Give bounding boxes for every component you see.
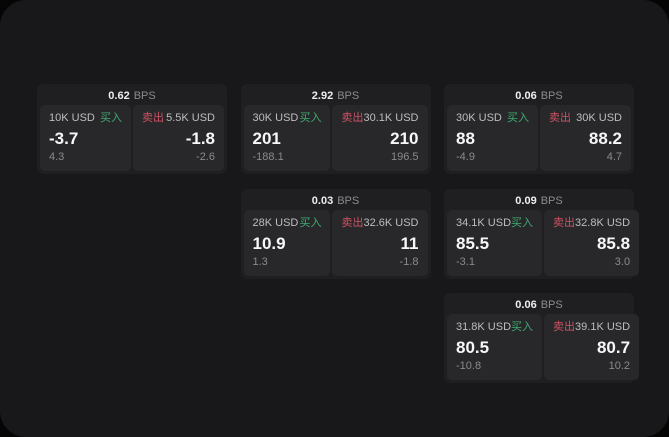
- buy-panel[interactable]: 28K USD 买入 10.9 1.3: [243, 209, 331, 276]
- quote-panels: 34.1K USD 买入 85.5 -3.1 卖出 32.8K USD 85.8…: [447, 209, 640, 276]
- buy-price: -3.7: [49, 129, 79, 148]
- sell-delta: 10.2: [608, 360, 631, 372]
- quote-card-2: 2.92 BPS 30K USD 买入 201 -188.1 卖出 30.1K …: [240, 84, 431, 174]
- sell-delta: -2.6: [196, 151, 215, 163]
- quote-panels: 28K USD 买入 10.9 1.3 卖出 32.6K USD 11 -1.8: [243, 209, 428, 276]
- sell-price: 210: [390, 129, 419, 148]
- bps-value: 2.92: [311, 90, 334, 102]
- buy-side-label: 买入: [299, 112, 322, 124]
- bps-header: 2.92 BPS: [244, 87, 428, 105]
- buy-side-label: 买入: [100, 112, 122, 124]
- bps-header: 0.06 BPS: [447, 87, 631, 105]
- buy-delta: 1.3: [252, 255, 268, 268]
- sell-price: 80.7: [596, 338, 631, 357]
- buy-side-label: 买入: [511, 321, 534, 333]
- quote-card-4: 0.03 BPS 28K USD 买入 10.9 1.3 卖出 32.6K US…: [240, 188, 431, 279]
- quote-panels: 30K USD 买入 88 -4.9 卖出 30K USD 88.2 4.7: [447, 105, 631, 171]
- buy-panel[interactable]: 10K USD 买入 -3.7 4.3: [40, 105, 131, 171]
- sell-panel[interactable]: 卖出 39.1K USD 80.7 10.2: [544, 314, 640, 380]
- buy-panel[interactable]: 31.8K USD 买入 80.5 -10.8: [447, 314, 543, 380]
- buy-side-label: 买入: [511, 216, 534, 229]
- buy-delta: -10.8: [456, 360, 482, 372]
- sell-side-label: 卖出: [142, 112, 164, 124]
- buy-price: 10.9: [252, 233, 286, 253]
- sell-amount: 5.5K USD: [166, 112, 215, 124]
- sell-delta: 196.5: [390, 151, 419, 163]
- sell-price: -1.8: [185, 129, 215, 148]
- bps-header: 0.06 BPS: [447, 296, 631, 314]
- bps-header: 0.62 BPS: [40, 87, 224, 105]
- sell-price: 88.2: [588, 129, 622, 148]
- sell-side-label: 卖出: [341, 216, 364, 229]
- sell-amount: 32.6K USD: [363, 216, 419, 229]
- sell-delta: 3.0: [614, 255, 631, 268]
- buy-price: 88: [456, 129, 475, 148]
- sell-amount: 32.8K USD: [575, 216, 631, 229]
- bps-unit: BPS: [540, 90, 563, 102]
- bps-header: 0.03 BPS: [244, 192, 428, 210]
- sell-panel[interactable]: 卖出 32.8K USD 85.8 3.0: [544, 209, 640, 276]
- sell-delta: 4.7: [606, 151, 622, 163]
- buy-amount: 28K USD: [252, 216, 299, 229]
- bps-value: 0.09: [515, 194, 537, 207]
- quote-panels: 30K USD 买入 201 -188.1 卖出 30.1K USD 210 1…: [243, 105, 428, 171]
- quote-panels: 31.8K USD 买入 80.5 -10.8 卖出 39.1K USD 80.…: [447, 314, 640, 380]
- buy-panel[interactable]: 30K USD 买入 88 -4.9: [447, 105, 538, 171]
- buy-side-label: 买入: [299, 216, 322, 229]
- buy-panel[interactable]: 30K USD 买入 201 -188.1: [243, 105, 331, 171]
- buy-amount: 30K USD: [252, 112, 299, 124]
- bps-unit: BPS: [337, 194, 360, 207]
- sell-panel[interactable]: 卖出 5.5K USD -1.8 -2.6: [133, 105, 224, 171]
- bps-value: 0.03: [311, 194, 334, 207]
- quote-panels: 10K USD 买入 -3.7 4.3 卖出 5.5K USD -1.8 -2.…: [40, 105, 224, 171]
- bps-unit: BPS: [337, 90, 360, 102]
- quote-card-1: 0.62 BPS 10K USD 买入 -3.7 4.3 卖出 5.5K USD: [37, 84, 227, 174]
- buy-panel[interactable]: 34.1K USD 买入 85.5 -3.1: [447, 209, 543, 276]
- buy-side-label: 买入: [507, 112, 529, 124]
- sell-price: 85.8: [596, 233, 631, 253]
- sell-panel[interactable]: 卖出 30K USD 88.2 4.7: [540, 105, 631, 171]
- buy-amount: 31.8K USD: [456, 321, 512, 333]
- buy-delta: -3.1: [456, 255, 475, 268]
- bps-unit: BPS: [133, 90, 156, 102]
- quote-card-5: 0.09 BPS 34.1K USD 买入 85.5 -3.1 卖出 32.8K…: [444, 188, 640, 279]
- buy-amount: 30K USD: [456, 112, 502, 124]
- sell-side-label: 卖出: [341, 112, 364, 124]
- buy-price: 85.5: [456, 233, 490, 253]
- sell-panel[interactable]: 卖出 30.1K USD 210 196.5: [332, 105, 428, 171]
- buy-amount: 34.1K USD: [456, 216, 512, 229]
- buy-price: 201: [252, 129, 281, 148]
- quote-card-6: 0.06 BPS 31.8K USD 买入 80.5 -10.8 卖出 39.1…: [444, 293, 640, 383]
- sell-amount: 30.1K USD: [363, 112, 419, 124]
- sell-amount: 30K USD: [576, 112, 622, 124]
- sell-price: 11: [400, 233, 419, 253]
- sell-side-label: 卖出: [553, 216, 576, 229]
- sell-side-label: 卖出: [553, 321, 576, 333]
- bps-value: 0.06: [515, 90, 537, 102]
- buy-delta: -188.1: [252, 151, 284, 163]
- sell-panel[interactable]: 卖出 32.6K USD 11 -1.8: [332, 209, 428, 276]
- quote-grid: 0.62 BPS 10K USD 买入 -3.7 4.3 卖出 5.5K USD: [37, 84, 640, 383]
- buy-delta: 4.3: [49, 151, 65, 163]
- bps-unit: BPS: [540, 299, 563, 311]
- bps-value: 0.06: [515, 299, 537, 311]
- buy-amount: 10K USD: [49, 112, 95, 124]
- bps-unit: BPS: [540, 194, 563, 207]
- quote-card-3: 0.06 BPS 30K USD 买入 88 -4.9 卖出 30K USD: [444, 84, 634, 174]
- bps-header: 0.09 BPS: [447, 192, 631, 210]
- sell-side-label: 卖出: [549, 112, 571, 124]
- sell-amount: 39.1K USD: [575, 321, 631, 333]
- sell-delta: -1.8: [399, 255, 419, 268]
- buy-delta: -4.9: [456, 151, 475, 163]
- bps-value: 0.62: [108, 90, 130, 102]
- buy-price: 80.5: [456, 338, 490, 357]
